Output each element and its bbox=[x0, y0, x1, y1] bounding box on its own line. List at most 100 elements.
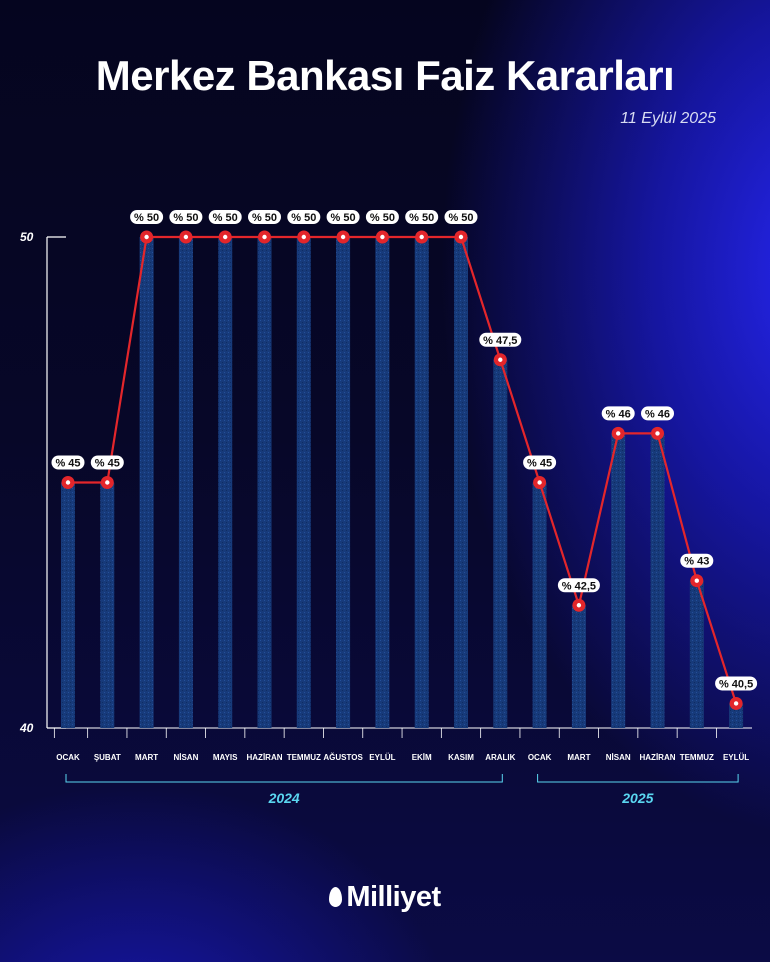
bar bbox=[375, 237, 390, 728]
x-tick-label: EYLÜL bbox=[723, 753, 749, 762]
value-label: % 50 bbox=[409, 212, 434, 224]
x-tick-label: TEMMUZ bbox=[680, 753, 714, 762]
value-label: % 50 bbox=[448, 212, 473, 224]
bars bbox=[61, 237, 744, 728]
x-tick-label: MAYIS bbox=[213, 753, 238, 762]
x-tick-label: NİSAN bbox=[173, 753, 198, 762]
value-label-pill bbox=[557, 578, 600, 593]
data-point-center bbox=[105, 480, 110, 485]
value-label: % 46 bbox=[645, 408, 670, 420]
y-tick-label: 40 bbox=[19, 721, 34, 735]
year-groups: 2024 2025 bbox=[65, 774, 739, 806]
data-point-center bbox=[301, 234, 306, 240]
data-point-center bbox=[537, 480, 542, 485]
year-bracket bbox=[537, 774, 739, 783]
data-point-center bbox=[694, 578, 699, 583]
bar bbox=[336, 237, 351, 728]
data-point-center bbox=[223, 234, 228, 240]
bar bbox=[493, 359, 508, 728]
value-label: % 50 bbox=[252, 212, 277, 224]
data-point-center bbox=[262, 234, 267, 240]
bar bbox=[729, 703, 744, 728]
value-label: % 50 bbox=[331, 212, 356, 224]
value-label-pill bbox=[444, 210, 478, 224]
value-label-pill bbox=[641, 406, 674, 421]
bar bbox=[257, 237, 272, 728]
value-label-pill bbox=[365, 210, 399, 224]
x-tick-label: EYLÜL bbox=[369, 753, 395, 762]
data-point-center bbox=[340, 234, 346, 240]
value-label-pill bbox=[90, 455, 124, 470]
value-labels: % 45 % 45 % 50 % 50 % 50 % 50 % 50 % 50 % 50 % 50… bbox=[51, 210, 758, 691]
markers bbox=[61, 230, 743, 710]
axes: 50 40 bbox=[19, 230, 752, 738]
x-tick-label: HAZİRAN bbox=[247, 753, 283, 762]
bar bbox=[689, 580, 704, 728]
year-label: 2025 bbox=[621, 790, 653, 806]
x-tick-label: HAZİRAN bbox=[640, 753, 676, 762]
data-point-center bbox=[733, 701, 739, 706]
value-label-pill bbox=[248, 210, 281, 224]
value-label: % 50 bbox=[213, 212, 238, 224]
value-label: % 43 bbox=[684, 556, 709, 568]
data-point-center bbox=[183, 234, 189, 240]
value-label-pill bbox=[287, 210, 321, 224]
x-tick-label: MART bbox=[567, 753, 590, 762]
data-point-center bbox=[144, 234, 149, 240]
value-label: % 45 bbox=[55, 458, 80, 470]
value-label-pill bbox=[523, 455, 557, 470]
value-label-pill bbox=[169, 210, 203, 224]
value-label-pill bbox=[130, 210, 164, 224]
x-tick-label: EKİM bbox=[412, 753, 432, 762]
x-tick-label: AĞUSTOS bbox=[323, 753, 363, 762]
value-label: % 45 bbox=[95, 458, 120, 470]
x-tick-label: OCAK bbox=[56, 753, 80, 762]
value-label: % 46 bbox=[606, 408, 631, 420]
bar bbox=[650, 433, 665, 728]
data-point-center bbox=[616, 431, 621, 436]
data-point-center bbox=[458, 234, 464, 240]
page-title: Merkez Bankası Faiz Kararları bbox=[95, 52, 675, 99]
year-label: 2024 bbox=[268, 790, 300, 806]
month-labels: OCAK ŞUBAT MART NİSAN MAYIS HAZİRAN TEMMUZ AĞUS… bbox=[56, 753, 749, 762]
x-tick-label: ŞUBAT bbox=[94, 753, 121, 762]
rate-line bbox=[68, 235, 738, 704]
data-point-center bbox=[576, 603, 582, 608]
data-point-center bbox=[380, 234, 385, 240]
value-label: % 50 bbox=[291, 212, 316, 224]
bar bbox=[100, 482, 115, 728]
bar bbox=[611, 433, 626, 728]
bar bbox=[61, 482, 75, 728]
data-point-center bbox=[498, 357, 503, 362]
bar bbox=[139, 237, 154, 728]
value-label: % 40,5 bbox=[719, 678, 753, 690]
brand-name: Milliyet bbox=[346, 881, 441, 913]
x-tick-label: OCAK bbox=[528, 753, 552, 762]
flame-drop-icon bbox=[329, 887, 343, 907]
value-label: % 47,5 bbox=[483, 335, 517, 347]
bar bbox=[296, 237, 311, 728]
bar bbox=[532, 482, 547, 728]
value-label-pill bbox=[680, 553, 714, 568]
data-point-center bbox=[419, 234, 424, 240]
value-label: % 50 bbox=[370, 212, 395, 224]
x-tick-label: ARALIK bbox=[485, 753, 515, 762]
data-point-center bbox=[655, 431, 660, 436]
value-label-pill bbox=[479, 332, 522, 347]
value-label-pill bbox=[715, 676, 758, 691]
y-tick-label: 50 bbox=[20, 230, 34, 244]
value-label: % 50 bbox=[134, 212, 159, 224]
x-tick-label: MART bbox=[135, 753, 158, 762]
x-tick-label: NİSAN bbox=[606, 753, 631, 762]
value-label-pill bbox=[208, 210, 242, 224]
value-label-pill bbox=[405, 210, 439, 224]
series-line bbox=[68, 235, 738, 704]
data-point-center bbox=[65, 480, 71, 485]
bar bbox=[414, 237, 429, 728]
bar bbox=[571, 605, 586, 728]
date-label: 11 Eylül 2025 bbox=[620, 110, 716, 127]
value-label-pill bbox=[601, 406, 635, 421]
brand-logo: Milliyet bbox=[0, 881, 770, 914]
value-label: % 45 bbox=[527, 458, 552, 470]
